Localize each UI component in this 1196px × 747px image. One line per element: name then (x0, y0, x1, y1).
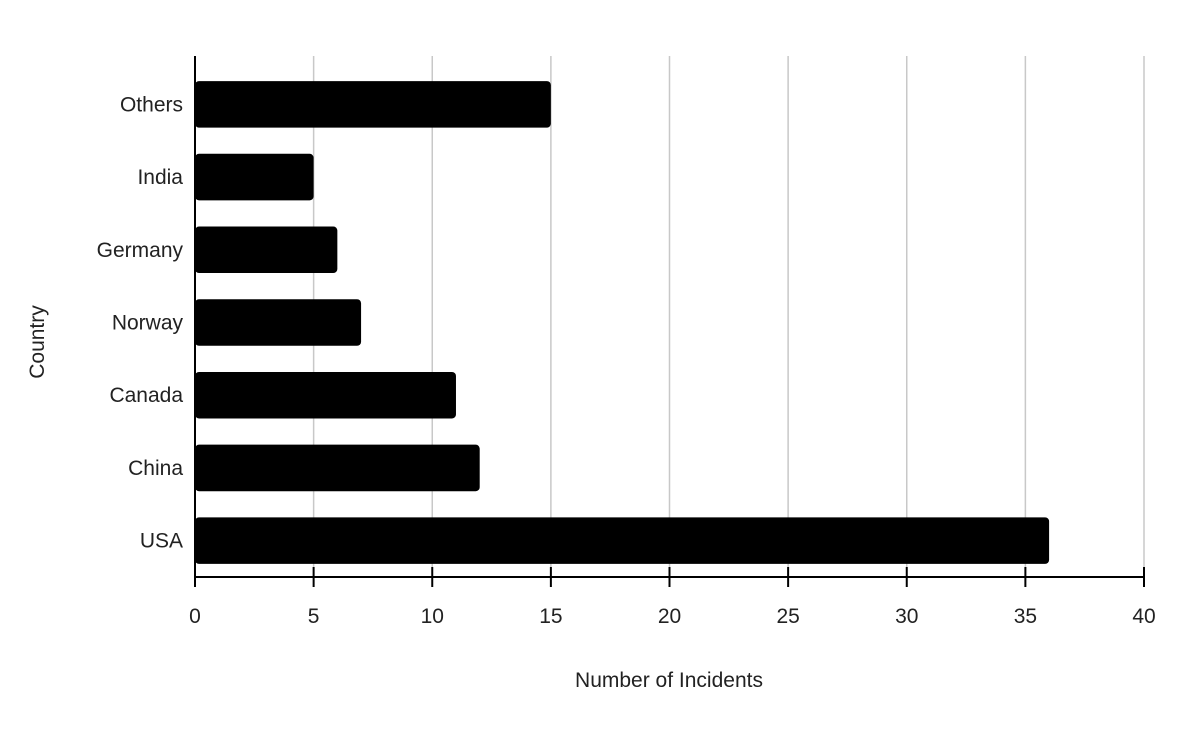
bar-germany (195, 226, 338, 274)
x-tick-label: 0 (189, 605, 201, 628)
category-label-canada: Canada (109, 384, 183, 407)
bar-norway (195, 299, 362, 346)
bar-others (195, 81, 551, 128)
category-labels: USA China Canada Norway Germany India Others (97, 93, 184, 552)
x-tick-label: 5 (308, 605, 320, 628)
category-label-norway: Norway (112, 312, 184, 335)
bar-canada (195, 371, 456, 419)
x-tick-label: 10 (421, 605, 444, 628)
bar-india (195, 153, 314, 201)
gridlines (312, 56, 1145, 577)
category-label-china: China (128, 457, 183, 480)
y-axis-title: Country (26, 305, 49, 379)
bar-usa (195, 517, 1050, 564)
category-label-india: India (137, 166, 183, 189)
x-tick-label: 20 (658, 605, 681, 628)
x-tick-label: 30 (895, 605, 918, 628)
x-tick-label: 25 (776, 605, 799, 628)
x-axis-title: Number of Incidents (575, 669, 763, 692)
bar-china (195, 444, 480, 492)
x-tick-label: 40 (1132, 605, 1155, 628)
x-tick-label: 15 (539, 605, 562, 628)
category-label-others: Others (120, 93, 183, 116)
x-ticks: 0 5 10 15 20 25 30 35 40 (189, 567, 1156, 628)
bars (195, 81, 1050, 564)
x-tick-label: 35 (1014, 605, 1037, 628)
category-label-germany: Germany (97, 239, 184, 262)
category-label-usa: USA (140, 530, 183, 553)
